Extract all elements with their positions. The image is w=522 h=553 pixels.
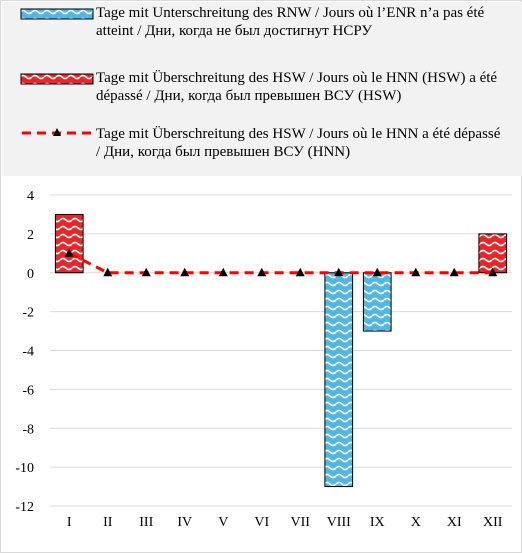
- x-tick-label: I: [67, 515, 72, 530]
- y-tick-label: 2: [27, 228, 34, 243]
- bar: [478, 233, 508, 274]
- legend-symbol-below-rnw: [20, 8, 94, 20]
- line-marker: [103, 267, 113, 277]
- x-tick-label: IX: [370, 515, 385, 530]
- line-marker: [141, 267, 151, 277]
- line-marker: [449, 267, 459, 277]
- y-tick-label: 4: [27, 189, 34, 204]
- legend-symbol-hnn-line: [22, 128, 92, 136]
- legend-label-above-hsw: Tage mit Überschreitung des HSW / Jours …: [96, 70, 498, 104]
- x-tick-label: XII: [483, 515, 503, 530]
- legend-symbol-above-hsw: [20, 73, 94, 85]
- legend-label-below-rnw: Tage mit Unterschreitung des RNW / Jours…: [96, 5, 485, 39]
- x-tick-label: V: [218, 515, 228, 530]
- line-marker: [257, 267, 267, 277]
- line-marker: [295, 267, 305, 277]
- x-tick-label: II: [103, 515, 113, 530]
- line-marker: [180, 267, 190, 277]
- bar: [362, 272, 392, 332]
- x-tick-label: VII: [291, 515, 311, 530]
- x-tick-label: X: [411, 515, 421, 530]
- y-tick-label: -10: [15, 461, 34, 476]
- series-line: [68, 251, 493, 275]
- y-tick-label: -12: [15, 500, 34, 515]
- line-marker: [218, 267, 228, 277]
- x-tick-label: VIII: [327, 515, 351, 530]
- x-tick-label: VI: [254, 515, 269, 530]
- y-tick-label: -2: [22, 306, 34, 321]
- bar: [54, 213, 84, 274]
- y-tick-label: -8: [22, 422, 34, 437]
- legend-label-hnn-line: Tage mit Überschreitung des HSW / Jours …: [96, 126, 501, 160]
- line-marker: [372, 267, 382, 277]
- y-tick-label: -6: [22, 383, 34, 398]
- x-tick-label: XI: [447, 515, 462, 530]
- bar: [324, 272, 354, 488]
- line-marker: [411, 267, 421, 277]
- x-tick-label: III: [139, 515, 153, 530]
- line-marker: [64, 248, 74, 257]
- line-marker: [334, 267, 344, 277]
- legend: Tage mit Unterschreitung des RNW / Jours…: [2, 2, 522, 176]
- y-tick-label: -4: [22, 345, 34, 360]
- line-marker: [488, 267, 498, 277]
- y-tick-label: 0: [27, 267, 34, 282]
- x-tick-label: IV: [177, 515, 192, 530]
